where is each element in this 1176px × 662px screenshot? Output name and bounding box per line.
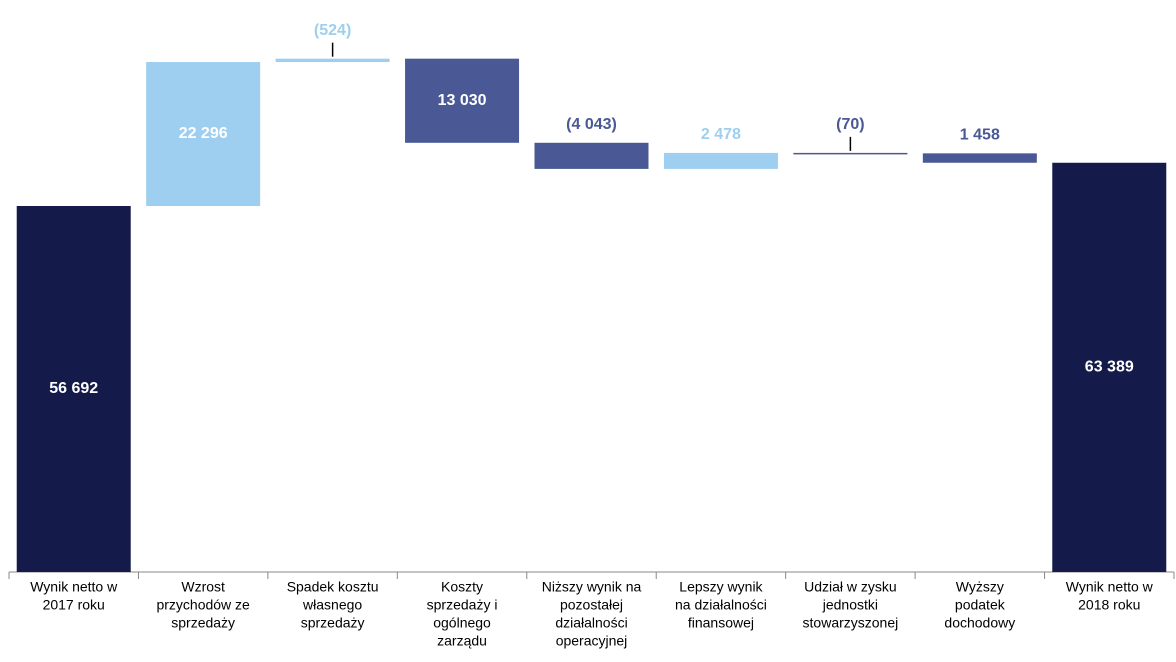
bar [146, 62, 261, 206]
x-tick-label: zarządu [437, 633, 487, 649]
value-label: 2 478 [701, 126, 741, 143]
x-tick-label: własnego [302, 597, 362, 613]
x-tick-label: Wzrost [181, 579, 225, 595]
x-tick-label: jednostki [822, 597, 878, 613]
value-label: 56 692 [49, 380, 98, 397]
x-tick-label: Wyższy [956, 579, 1004, 595]
x-tick-label: Koszty [441, 579, 483, 595]
x-tick-label: sprzedaży [171, 615, 235, 631]
value-label: (524) [314, 22, 351, 39]
x-tick-label: dochodowy [944, 615, 1015, 631]
value-label: (4 043) [566, 116, 617, 133]
bar [793, 152, 908, 155]
value-label: (70) [836, 116, 864, 133]
x-tick-label: 2018 roku [1078, 597, 1140, 613]
x-tick-label: sprzedaży i [427, 597, 498, 613]
x-tick-label: Niższy wynik na [542, 579, 642, 595]
x-tick-label: pozostałej [560, 597, 623, 613]
x-tick-label: Lepszy wynik [679, 579, 763, 595]
bar [922, 153, 1037, 163]
x-tick-label: przychodów ze [156, 597, 250, 613]
x-tick-label: Wynik netto w [1066, 579, 1154, 595]
x-tick-label: podatek [955, 597, 1006, 613]
bar [275, 58, 390, 63]
value-label: 13 030 [438, 92, 487, 109]
bar [534, 142, 649, 169]
x-tick-label: Udział w zysku [804, 579, 897, 595]
x-tick-label: sprzedaży [301, 615, 365, 631]
x-tick-label: Wynik netto w [30, 579, 118, 595]
value-label: 22 296 [179, 125, 228, 142]
x-tick-label: operacyjnej [556, 633, 628, 649]
value-label: 1 458 [960, 127, 1000, 144]
x-tick-label: stowarzyszonej [803, 615, 899, 631]
x-tick-label: 2017 roku [43, 597, 105, 613]
x-tick-label: działalności [555, 615, 627, 631]
x-tick-label: na działalności [675, 597, 767, 613]
x-tick-label: ogólnego [433, 615, 491, 631]
bar [1052, 162, 1167, 572]
bar [405, 58, 520, 143]
bar [663, 152, 778, 169]
value-label: 63 389 [1085, 359, 1134, 376]
x-tick-label: finansowej [688, 615, 754, 631]
x-tick-label: Spadek kosztu [287, 579, 379, 595]
bar [16, 205, 131, 572]
